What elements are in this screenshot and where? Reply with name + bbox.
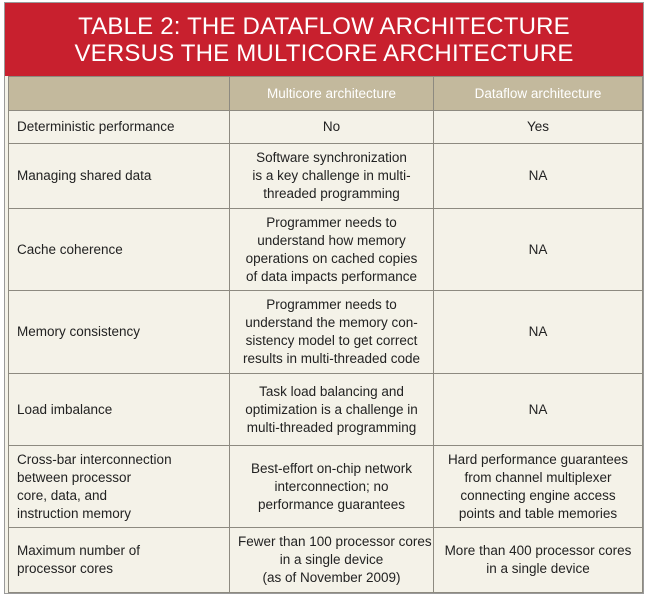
row-label-cell: Load imbalance [8,373,230,446]
header-cell: Dataflow architecture [433,76,643,111]
row-label-cell: Cache coherence [8,208,230,291]
data-cell: Task load balancing and optimization is a… [229,373,434,446]
table-row: Managing shared data Software synchroniza… [8,143,643,209]
data-cell: Programmer needs to understand the memory… [229,290,434,374]
cell-text-line: of data impacts performance [245,268,418,284]
cell-text-line: points and table memories [458,505,618,521]
comparison-table: Multicore architecture Dataflow architec… [8,76,643,593]
cell-text-line: in a single device [279,552,384,567]
row-label-cell: Memory consistency [8,290,230,374]
cell-text-line: multi-threaded programming [246,419,417,435]
cell-text-line: Memory consistency [17,324,141,339]
cell-text-line: More than 400 processor cores [444,543,632,558]
title-banner: TABLE 2: THE DATAFLOW ARCHITECTURE VERSU… [5,3,643,76]
cell-text-line: connecting engine access [460,487,616,503]
cell-text-line: from channel multiplexer [464,469,612,485]
data-cell: NA [433,290,643,374]
cell-text-line: NA [528,241,548,257]
cell-text-line: interconnection; no [274,478,389,494]
cell-text-line: threaded programming [263,186,400,201]
title-line: TABLE 2: THE DATAFLOW ARCHITECTURE [78,13,570,40]
table-row: Deterministic performance No Yes [8,110,643,144]
cell-text-line: instruction memory [17,505,132,521]
table-row: Load imbalance Task load balancing and opt… [8,373,643,446]
header-row: Multicore architecture Dataflow architec… [8,76,643,111]
title-line: VERSUS THE MULTICORE ARCHITECTURE [74,40,574,67]
cell-text-line: understand how memory [257,232,406,248]
cell-text-line: NA [528,324,548,339]
cell-text-line: NA [528,401,548,417]
cell-text-line: core, data, and [17,487,108,503]
cell-text-line: Yes [526,119,550,134]
cell-text-line: processor cores [17,561,114,576]
cell-text-line: Best-effort on-chip network [250,460,413,476]
cell-text-line: Software synchronization [256,150,407,165]
cell-text-line: No [322,119,341,134]
cell-text-line: Managing shared data [17,168,152,183]
cell-text-line: operations on cached copies [245,250,418,266]
row-label-cell: Managing shared data [8,143,230,209]
table-row: Cross-bar interconnection between process… [8,445,643,528]
cell-text-line: understand the memory con- [245,315,418,330]
cell-text-line: is a key challenge in multi- [252,168,411,183]
data-cell: NA [433,143,643,209]
data-cell: NA [433,208,643,291]
cell-text-line: Maximum number of [17,543,141,558]
data-cell: NA [433,373,643,446]
cell-text-line: Task load balancing and [259,383,404,399]
cell-text-line: between processor [17,469,132,485]
cell-text-line: sistency model to get correct [245,333,418,348]
header-cell: Multicore architecture [229,76,434,111]
data-cell: Fewer than 100 processor cores in a singl… [229,527,434,593]
cell-text-line: Hard performance guarantees [447,451,629,467]
header-cell [8,76,230,111]
table-row: Cache coherence Programmer needs to unders… [8,208,643,291]
data-cell: Hard performance guarantees from channel … [433,445,643,528]
row-label-cell: Maximum number of processor cores [8,527,230,593]
cell-text-line: Cache coherence [17,241,123,257]
table-body: Multicore architecture Dataflow architec… [8,76,643,593]
data-cell: More than 400 processor cores in a single… [433,527,643,593]
cell-text-line: Load imbalance [17,401,113,417]
cell-text-line: (as of November 2009) [262,570,401,585]
cell-text-line: Deterministic performance [17,119,175,134]
row-label-cell: Deterministic performance [8,110,230,144]
cell-text-line: optimization is a challenge in [245,401,418,417]
table-row: Memory consistency Programmer needs to und… [8,290,643,374]
data-cell: Programmer needs to understand how memory… [229,208,434,291]
table-row: Maximum number of processor cores Fewer th… [8,527,643,593]
cell-text-line: Fewer than 100 processor cores [238,534,432,549]
cell-text-line: in a single device [486,561,590,576]
cell-text-line: results in multi-threaded code [242,351,421,366]
data-cell: Software synchronization is a key challen… [229,143,434,209]
cell-text-line: Cross-bar interconnection [17,451,172,467]
cell-text-line: NA [528,168,548,183]
data-cell: Best-effort on-chip network interconnecti… [229,445,434,528]
cell-text-line: performance guarantees [257,496,406,512]
cell-text-line: Programmer needs to [266,297,397,312]
data-cell: No [229,110,434,144]
data-cell: Yes [433,110,643,144]
cell-text-line: Programmer needs to [266,214,397,230]
row-label-cell: Cross-bar interconnection between process… [8,445,230,528]
table-card: TABLE 2: THE DATAFLOW ARCHITECTURE VERSU… [4,2,644,594]
